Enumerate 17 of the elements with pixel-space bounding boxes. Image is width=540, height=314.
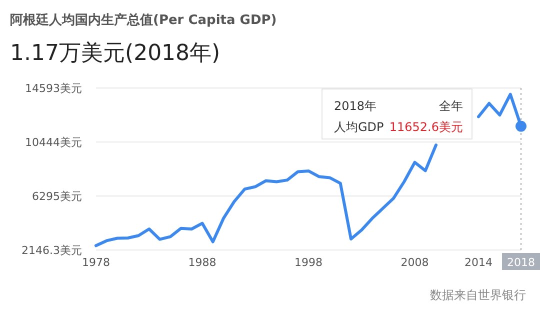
x-tick-label: 1978: [82, 256, 110, 269]
x-tick-label: 1988: [188, 256, 216, 269]
x-tick-label: 2014: [464, 256, 492, 269]
y-tick-label: 2146.3美元: [22, 244, 82, 257]
annotation: 11652.6美元: [389, 120, 463, 134]
chart-title: 阿根廷人均国内生产总值(Per Capita GDP): [10, 12, 277, 28]
y-tick-label: 10444美元: [25, 136, 82, 149]
annotation: 全年: [439, 99, 463, 113]
x-tick-label: 2008: [400, 256, 429, 269]
x-tick-label: 2018: [507, 256, 535, 269]
x-tick-label: 1998: [294, 256, 322, 269]
y-tick-label: 14593美元: [25, 82, 82, 95]
text: 数据来自世界银行: [430, 288, 526, 302]
annotation: 人均GDP: [334, 120, 384, 134]
annotation: 2018年: [334, 99, 377, 113]
y-tick-label: 6295美元: [32, 190, 82, 204]
chart-subtitle: 1.17万美元(2018年): [10, 41, 220, 66]
